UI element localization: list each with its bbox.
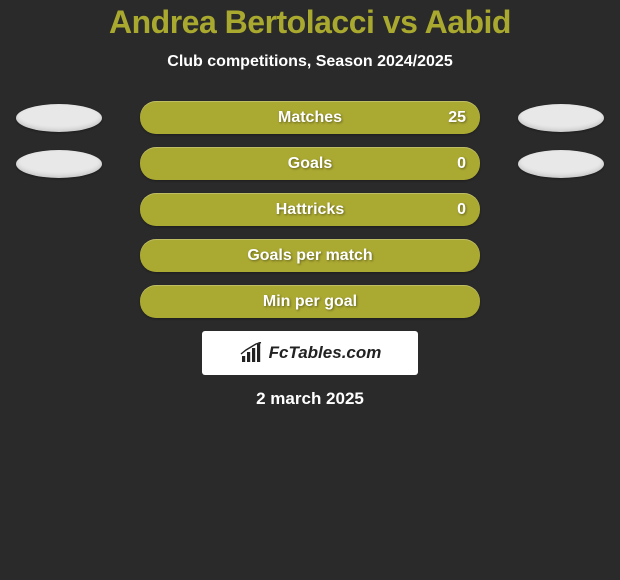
stat-rows: Matches 25 Goals 0 Hattricks 0 Goals per… (0, 101, 620, 318)
left-marker (16, 150, 102, 178)
stat-label: Goals per match (247, 247, 372, 265)
stat-label: Min per goal (263, 293, 357, 311)
stat-row-goals-per-match: Goals per match (0, 239, 620, 272)
branding-box: FcTables.com (202, 331, 418, 375)
stat-value: 0 (457, 155, 466, 173)
stat-label: Hattricks (276, 201, 344, 219)
stat-label: Goals (288, 155, 332, 173)
stat-row-matches: Matches 25 (0, 101, 620, 134)
subtitle: Club competitions, Season 2024/2025 (0, 53, 620, 71)
right-marker (518, 104, 604, 132)
stat-value: 0 (457, 201, 466, 219)
left-marker (16, 104, 102, 132)
stat-label: Matches (278, 109, 342, 127)
stat-bar: Goals per match (140, 239, 480, 272)
stat-row-hattricks: Hattricks 0 (0, 193, 620, 226)
page-title: Andrea Bertolacci vs Aabid (0, 4, 620, 41)
date-label: 2 march 2025 (0, 389, 620, 409)
stat-row-goals: Goals 0 (0, 147, 620, 180)
branding-text: FcTables.com (269, 343, 382, 363)
stat-bar: Hattricks 0 (140, 193, 480, 226)
right-marker (518, 150, 604, 178)
chart-icon (239, 342, 263, 364)
stat-bar: Goals 0 (140, 147, 480, 180)
comparison-widget: Andrea Bertolacci vs Aabid Club competit… (0, 0, 620, 409)
stat-bar: Min per goal (140, 285, 480, 318)
stat-value: 25 (448, 109, 466, 127)
stat-row-min-per-goal: Min per goal (0, 285, 620, 318)
stat-bar: Matches 25 (140, 101, 480, 134)
